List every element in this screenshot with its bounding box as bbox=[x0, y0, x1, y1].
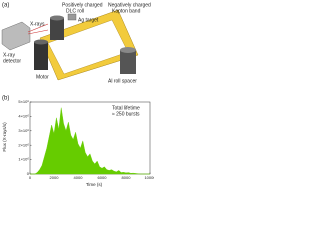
y-tick-label: 5×10⁶ bbox=[18, 99, 29, 104]
label: X-ray bbox=[3, 52, 15, 58]
dlc-roll-top bbox=[50, 15, 64, 21]
y-tick-label: 1×10⁶ bbox=[18, 157, 29, 162]
label: Kapton band bbox=[112, 8, 141, 14]
al-roll-top bbox=[120, 47, 136, 53]
label: Negatively charged bbox=[108, 2, 151, 8]
label: Al roll spacer bbox=[108, 78, 137, 84]
label: Motor bbox=[36, 74, 49, 80]
label: DLC roll bbox=[66, 8, 84, 14]
label: X-rays bbox=[30, 21, 45, 27]
annotation: Total lifetime bbox=[112, 105, 140, 111]
x-tick-label: 0 bbox=[29, 175, 32, 180]
y-tick-label: 3×10⁶ bbox=[18, 128, 29, 133]
label: detector bbox=[3, 58, 21, 64]
x-tick-label: 2000 bbox=[50, 175, 60, 180]
panel-label: (b) bbox=[2, 96, 9, 102]
x-tick-label: 6000 bbox=[98, 175, 108, 180]
x-tick-label: 8000 bbox=[122, 175, 132, 180]
al-roll bbox=[120, 50, 136, 74]
x-tick-label: 10000 bbox=[144, 175, 154, 180]
motor-top bbox=[34, 39, 48, 45]
ag-target bbox=[67, 13, 77, 21]
y-tick-label: 2×10⁶ bbox=[18, 142, 29, 147]
y-tick-label: 0 bbox=[27, 171, 30, 176]
annotation: ≈ 250 bursts bbox=[112, 111, 140, 117]
detector bbox=[1, 21, 31, 51]
figure: (a) Positively charged DLC roll Ag targe… bbox=[1, 2, 154, 187]
label: Ag target bbox=[78, 17, 99, 23]
xray-beam bbox=[27, 23, 49, 35]
flux-area bbox=[30, 107, 150, 175]
x-tick-label: 4000 bbox=[74, 175, 84, 180]
panel-label: (a) bbox=[2, 3, 9, 9]
motor bbox=[34, 42, 48, 70]
x-axis-label: Time (s) bbox=[86, 182, 103, 187]
y-tick-label: 4×10⁶ bbox=[18, 113, 29, 118]
y-axis-label: Flux (X-rays/s) bbox=[2, 122, 7, 152]
label: Positively charged bbox=[62, 2, 103, 8]
dlc-roll bbox=[50, 18, 64, 40]
